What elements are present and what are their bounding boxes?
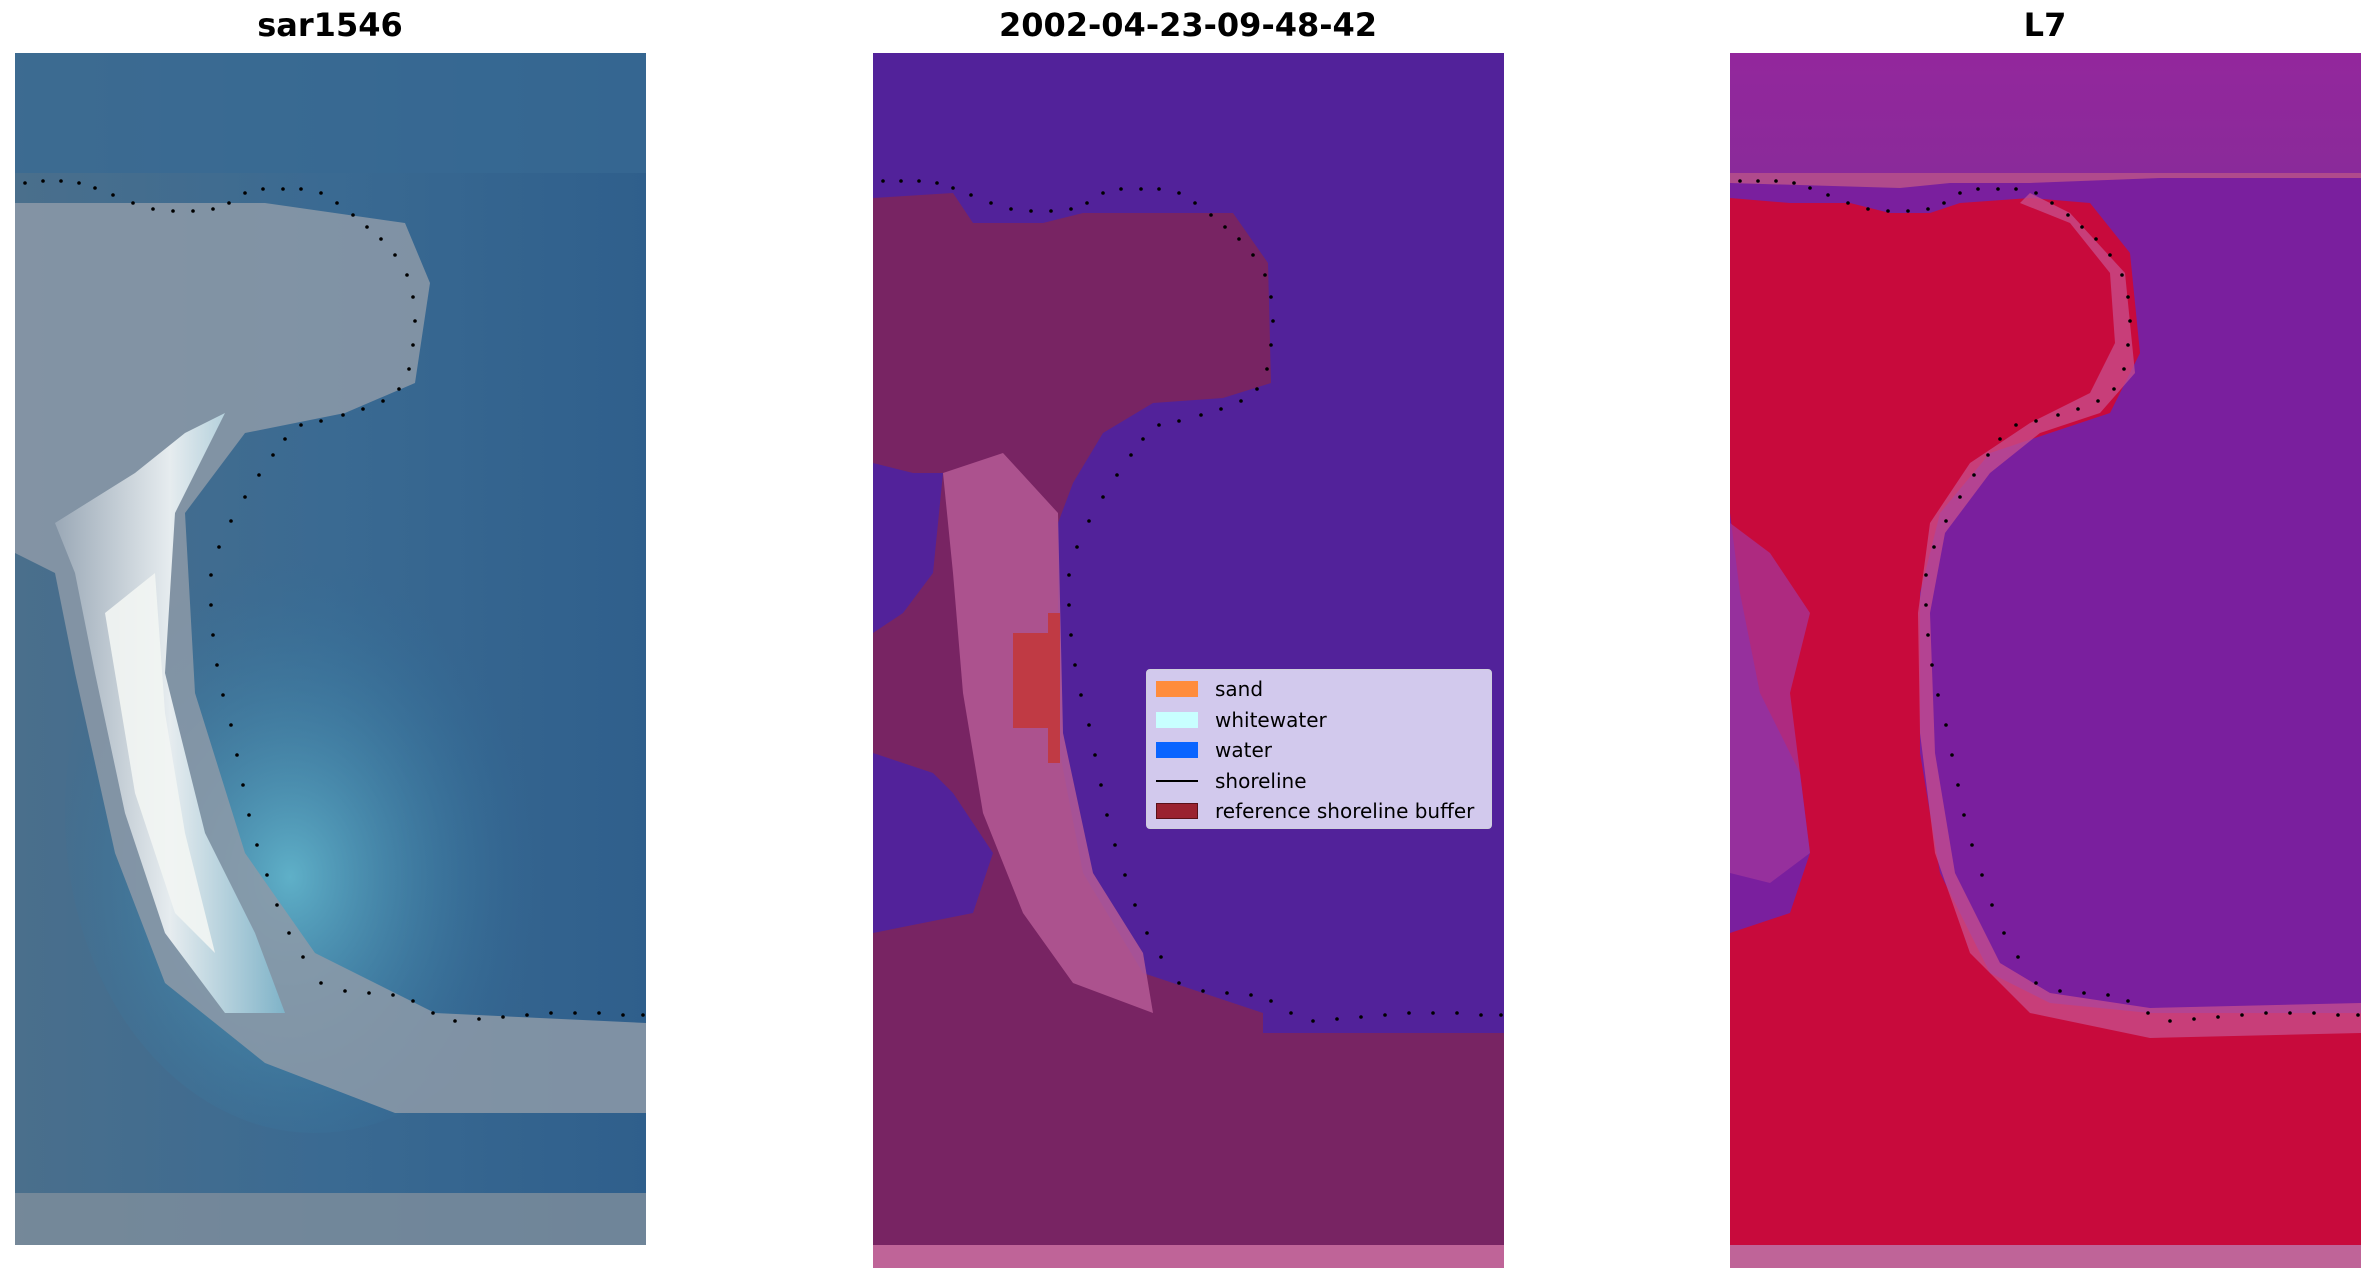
classified-image-panel xyxy=(873,53,1504,1268)
legend-label-sand: sand xyxy=(1215,677,1264,702)
shoreline-dots-classified xyxy=(881,179,1503,1023)
legend-item-whitewater: whitewater xyxy=(1147,705,1491,736)
panel-title-rgb: sar1546 xyxy=(257,6,403,44)
shoreline-dots-index xyxy=(1738,179,2360,1023)
legend-item-water: water xyxy=(1147,735,1491,766)
legend: sand whitewater water shoreline referenc… xyxy=(1146,669,1492,829)
legend-label-whitewater: whitewater xyxy=(1215,707,1327,732)
panel-title-index: L7 xyxy=(2023,6,2067,44)
water-swatch xyxy=(1156,742,1198,759)
classified-image xyxy=(873,53,1504,1268)
index-image xyxy=(1730,53,2361,1268)
legend-item-buffer: reference shoreline buffer xyxy=(1147,796,1491,827)
shoreline-dots-rgb xyxy=(23,179,645,1023)
index-image-panel xyxy=(1730,53,2361,1268)
legend-item-shoreline: shoreline xyxy=(1147,766,1491,797)
legend-label-shoreline: shoreline xyxy=(1215,768,1307,793)
legend-label-water: water xyxy=(1215,738,1272,763)
rgb-image xyxy=(15,53,646,1245)
legend-item-sand: sand xyxy=(1147,674,1491,705)
sand-swatch xyxy=(1156,681,1198,698)
buffer-swatch xyxy=(1156,803,1198,820)
panel-title-classified: 2002-04-23-09-48-42 xyxy=(998,6,1378,44)
shoreline-line-swatch xyxy=(1156,779,1198,782)
legend-label-buffer: reference shoreline buffer xyxy=(1215,799,1475,824)
rgb-image-panel xyxy=(15,53,646,1245)
whitewater-swatch xyxy=(1156,711,1198,728)
